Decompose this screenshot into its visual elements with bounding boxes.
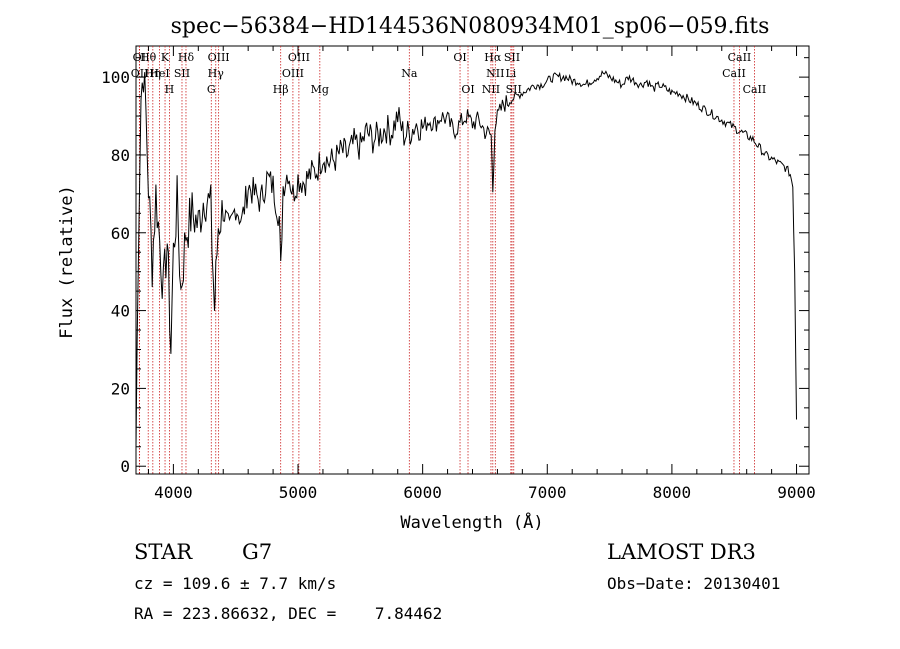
flux-series-line (135, 69, 797, 448)
line-label: SII (504, 51, 520, 64)
x-tick-label: 5000 (279, 483, 318, 502)
coordinates-text: RA = 223.86632, DEC = 7.84462 (134, 604, 442, 623)
axis-ticks: 4000 5000 6000 7000 8000 9000 0 20 40 60 80 100 (101, 46, 816, 502)
y-tick-label: 100 (101, 68, 130, 87)
obs-date: Obs−Date: 20130401 (607, 574, 780, 593)
line-label: OI (461, 83, 474, 96)
plot-frame (135, 45, 810, 475)
y-tick-label: 40 (111, 302, 130, 321)
object-class: STAR (134, 540, 193, 564)
line-label: CaII (722, 67, 746, 80)
x-tick-label: 9000 (777, 483, 816, 502)
redshift-text: cz = 109.6 ± 7.7 km/s (134, 574, 336, 593)
y-tick-label: 80 (111, 146, 130, 165)
line-label: Hθ (140, 51, 157, 64)
line-label: Hδ (178, 51, 195, 64)
line-label: K (161, 51, 170, 64)
x-tick-label: 8000 (653, 483, 692, 502)
spectral-line-markers (138, 46, 755, 474)
line-label: Li (505, 67, 516, 80)
line-label: Hβ (273, 83, 289, 96)
line-label: Hα (484, 51, 502, 64)
line-label: SII (506, 83, 522, 96)
y-tick-label: 0 (120, 457, 130, 476)
x-tick-label: 4000 (154, 483, 193, 502)
object-subclass: G7 (242, 540, 272, 564)
y-tick-label: 60 (111, 224, 130, 243)
line-label: NII (482, 83, 500, 96)
x-tick-label: 7000 (528, 483, 567, 502)
line-label: OIII (288, 51, 310, 64)
line-label: CaII (728, 51, 752, 64)
y-tick-label: 20 (111, 379, 130, 398)
line-label: H (165, 83, 175, 96)
line-label: NII (486, 67, 504, 80)
line-label: HeI (149, 67, 169, 80)
survey-name: LAMOST DR3 (607, 540, 756, 564)
line-label: Mg (311, 83, 329, 96)
line-label: Hγ (208, 67, 225, 80)
line-label: Na (401, 67, 418, 80)
x-axis-label: Wavelength (Å) (400, 511, 543, 533)
chart-title: spec−56384−HD144536N080934M01_sp06−059.f… (171, 14, 770, 39)
line-label: OIII (282, 67, 304, 80)
line-label: SII (174, 67, 190, 80)
line-label: OI (453, 51, 466, 64)
x-tick-label: 6000 (403, 483, 442, 502)
line-label: OIII (208, 51, 230, 64)
line-label: CaII (743, 83, 767, 96)
line-label: G (207, 83, 216, 96)
line-label: Hη (145, 67, 161, 80)
y-axis-label: Flux (relative) (57, 185, 77, 339)
